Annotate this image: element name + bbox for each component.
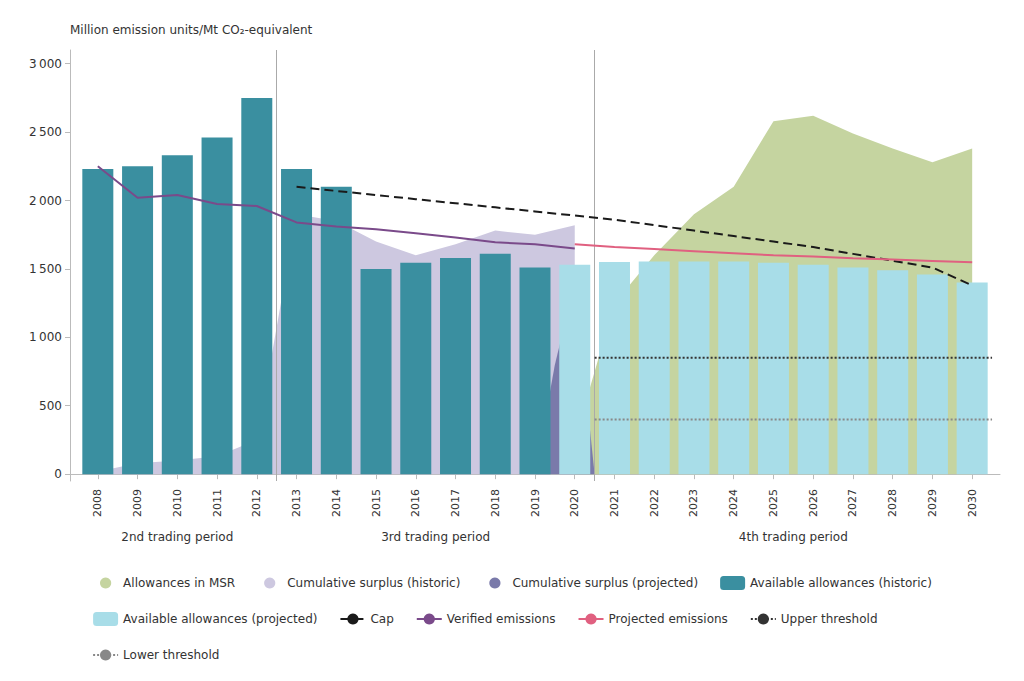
svg-text:2010: 2010 [171,489,184,517]
svg-text:Upper threshold: Upper threshold [781,612,878,626]
svg-text:2 500: 2 500 [29,125,62,139]
svg-text:2020: 2020 [568,489,581,517]
svg-text:2nd trading period: 2nd trading period [121,530,233,544]
svg-text:Cumulative surplus (historic): Cumulative surplus (historic) [287,576,460,590]
svg-text:0: 0 [54,467,62,481]
svg-text:3rd trading period: 3rd trading period [381,530,490,544]
svg-text:2023: 2023 [687,489,700,517]
svg-text:2012: 2012 [250,489,263,517]
svg-text:2029: 2029 [926,489,939,517]
svg-text:2009: 2009 [131,489,144,517]
svg-text:2030: 2030 [966,489,979,517]
svg-text:2017: 2017 [449,489,462,517]
svg-text:2026: 2026 [807,489,820,517]
svg-text:2022: 2022 [648,489,661,517]
svg-text:2015: 2015 [370,489,383,517]
svg-text:2024: 2024 [727,489,740,517]
svg-text:Available allowances (projecte: Available allowances (projected) [123,612,317,626]
svg-text:1 500: 1 500 [29,262,62,276]
svg-text:Projected emissions: Projected emissions [609,612,728,626]
svg-text:2 000: 2 000 [29,194,62,208]
svg-text:2025: 2025 [767,489,780,517]
svg-text:4th trading period: 4th trading period [739,530,848,544]
svg-text:2011: 2011 [211,489,224,517]
svg-text:Cumulative surplus (projected): Cumulative surplus (projected) [512,576,698,590]
svg-text:2013: 2013 [290,489,303,517]
svg-text:2028: 2028 [886,489,899,517]
svg-text:2008: 2008 [91,489,104,517]
svg-text:Allowances in MSR: Allowances in MSR [123,576,235,590]
svg-text:Lower threshold: Lower threshold [123,648,219,662]
svg-text:3 000: 3 000 [29,57,62,71]
svg-text:Cap: Cap [370,612,393,626]
svg-text:1 000: 1 000 [29,330,62,344]
svg-text:Available allowances (historic: Available allowances (historic) [750,576,932,590]
svg-text:2027: 2027 [846,489,859,517]
svg-text:2021: 2021 [608,489,621,517]
svg-text:2016: 2016 [409,489,422,517]
svg-text:2014: 2014 [330,489,343,517]
svg-text:Verified emissions: Verified emissions [447,612,556,626]
svg-text:Million emission units/Mt CO₂-: Million emission units/Mt CO₂-equivalent [70,23,313,37]
svg-text:500: 500 [39,399,62,413]
svg-text:2019: 2019 [529,489,542,517]
svg-text:2018: 2018 [489,489,502,517]
